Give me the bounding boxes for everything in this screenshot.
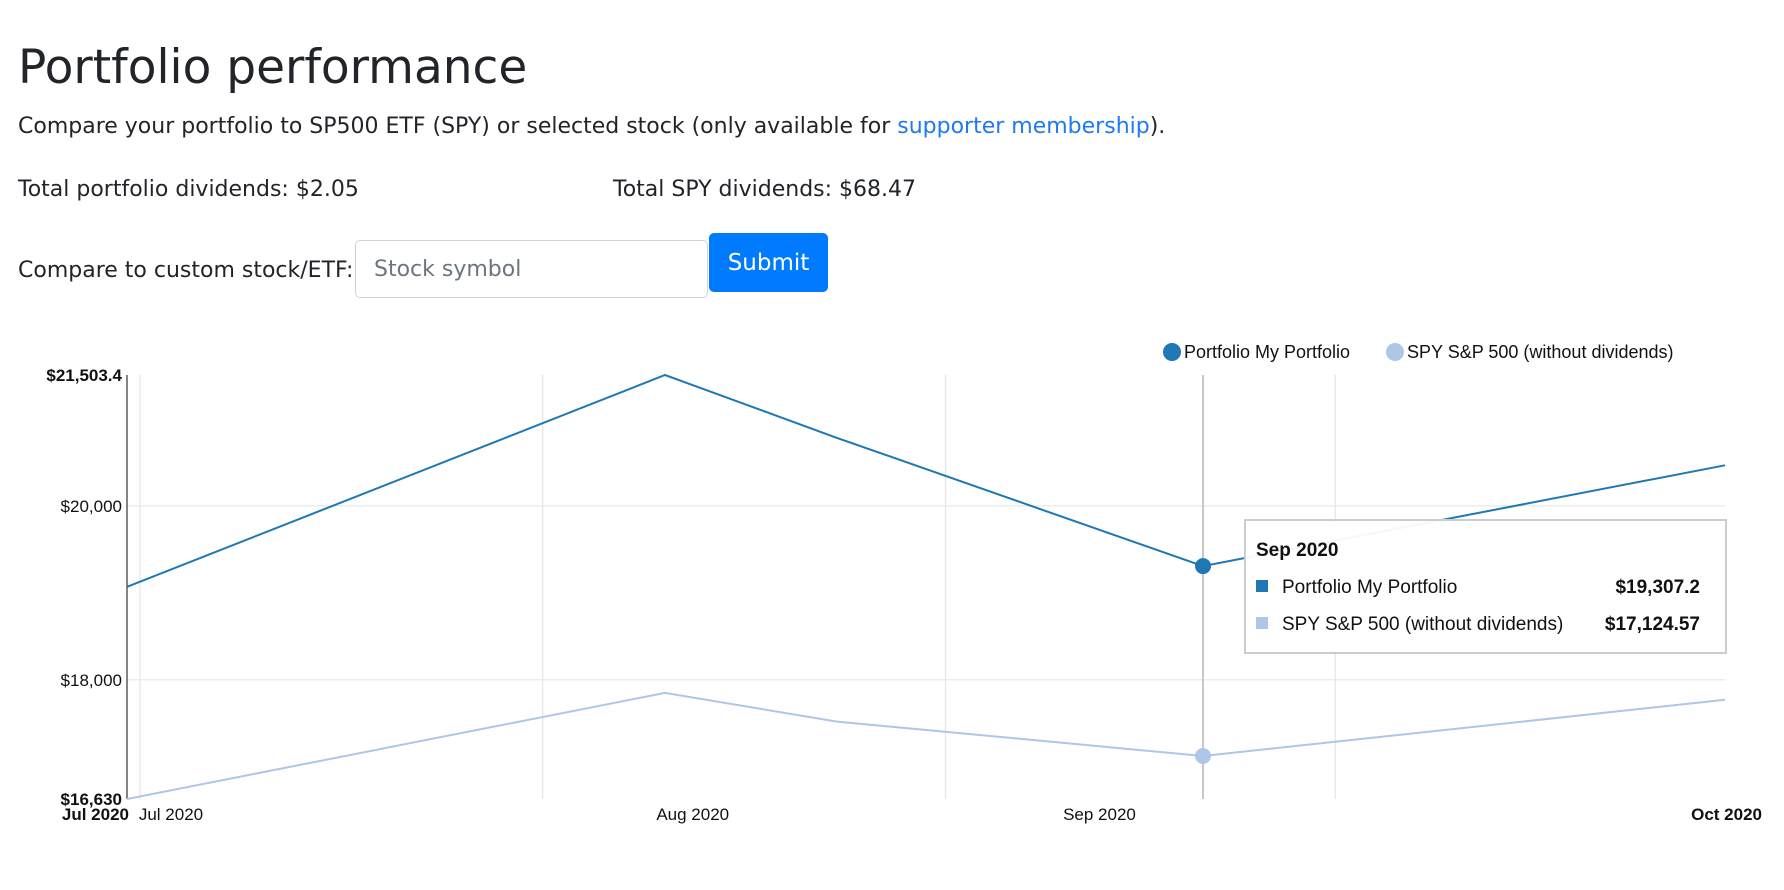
- x-tick-label: Sep 2020: [1063, 805, 1136, 824]
- intro-text-end: ).: [1149, 114, 1166, 139]
- x-tick-label: Jul 2020: [62, 805, 129, 824]
- grid: [127, 375, 1725, 799]
- tooltip-portfolio-name: Portfolio My Portfolio: [1282, 577, 1457, 598]
- x-tick-label: Aug 2020: [656, 805, 729, 824]
- y-tick-label: $21,503.4: [46, 366, 122, 385]
- legend-spy-label: SPY S&P 500 (without dividends): [1407, 342, 1674, 362]
- performance-chart: Portfolio My Portfolio SPY S&P 500 (with…: [46, 342, 1762, 824]
- y-tick-label: $16,630: [61, 790, 122, 809]
- x-tick-label: Jul 2020: [139, 805, 203, 824]
- tooltip-spy-swatch: [1256, 617, 1268, 629]
- series-line-spy: [126, 691, 1726, 800]
- submit-button[interactable]: Submit: [709, 233, 828, 292]
- spy-dividends: Total SPY dividends: $68.47: [613, 177, 917, 202]
- tooltip-title: Sep 2020: [1256, 540, 1338, 561]
- data-point-spy: [1195, 747, 1211, 764]
- intro-text-start: Compare your portfolio to SP500 ETF (SPY…: [18, 114, 898, 139]
- legend-spy-marker: [1386, 343, 1404, 361]
- legend-portfolio-label: Portfolio My Portfolio: [1184, 342, 1350, 362]
- tooltip-spy-value: $17,124.57: [1605, 614, 1700, 635]
- legend[interactable]: Portfolio My Portfolio SPY S&P 500 (with…: [1163, 342, 1674, 362]
- legend-item-spy[interactable]: SPY S&P 500 (without dividends): [1386, 342, 1674, 362]
- y-tick-label: $18,000: [61, 671, 122, 690]
- legend-item-portfolio[interactable]: Portfolio My Portfolio: [1163, 342, 1350, 362]
- x-tick-label: Oct 2020: [1691, 805, 1762, 824]
- legend-portfolio-marker: [1163, 343, 1181, 361]
- stock-symbol-input[interactable]: [355, 240, 708, 298]
- supporter-membership-link[interactable]: supporter membership: [897, 114, 1150, 139]
- data-point-portfolio: [1195, 558, 1211, 575]
- tooltip-portfolio-value: $19,307.2: [1615, 577, 1700, 598]
- page-title: Portfolio performance: [18, 40, 528, 95]
- portfolio-dividends: Total portfolio dividends: $2.05: [18, 177, 359, 202]
- intro-text: Compare your portfolio to SP500 ETF (SPY…: [18, 112, 1165, 142]
- tooltip-spy-name: SPY S&P 500 (without dividends): [1282, 614, 1563, 635]
- series-points: [1195, 558, 1211, 764]
- compare-label: Compare to custom stock/ETF:: [18, 258, 354, 283]
- y-tick-label: $20,000: [61, 497, 122, 516]
- tooltip-box: [1244, 519, 1727, 654]
- tooltip-portfolio-swatch: [1256, 580, 1268, 592]
- y-axis: $16,630 $18,000 $20,000 $21,503.4: [46, 366, 128, 809]
- tooltip: Sep 2020 Portfolio My Portfolio $19,307.…: [1244, 519, 1727, 654]
